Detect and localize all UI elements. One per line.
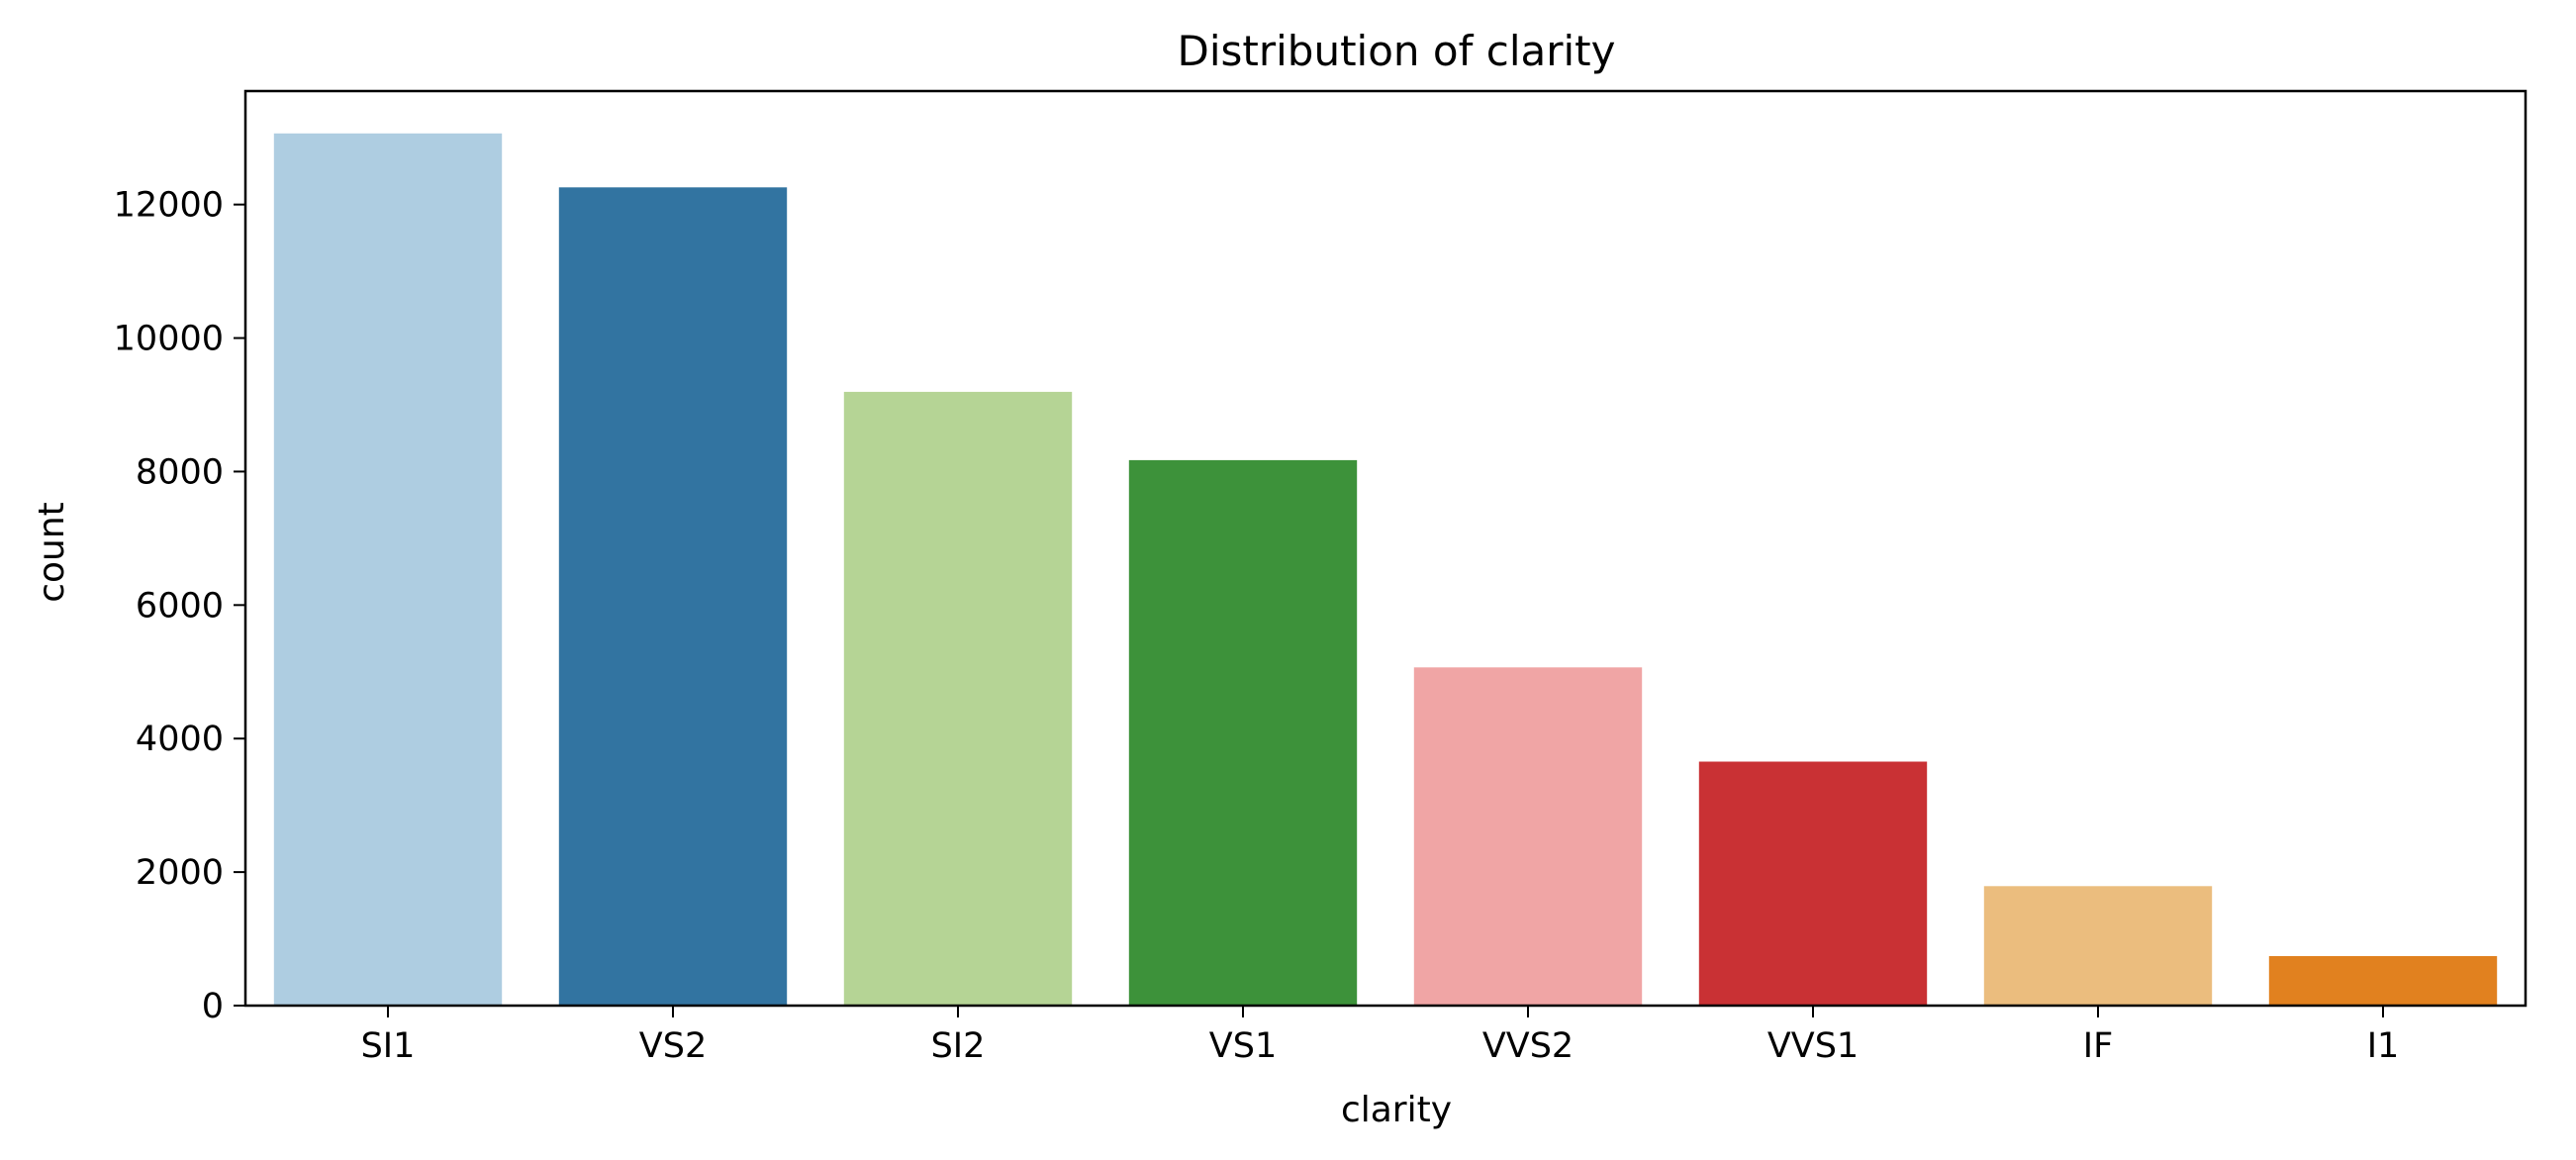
y-axis: 0 2000 4000 6000 8000 10000 12000 [114,186,245,1026]
x-tick-label: IF [2083,1026,2113,1066]
x-tick-label: VVS2 [1482,1026,1574,1066]
bar-si2 [843,391,1073,1006]
bar-if [1983,886,2213,1006]
y-tick-label: 4000 [136,720,224,759]
bars [273,133,2498,1007]
x-tick-label: SI1 [361,1026,416,1066]
x-tick-label: I1 [2367,1026,2400,1066]
bar-vs2 [558,187,788,1007]
bar-vvs2 [1413,667,1643,1006]
bar-vs1 [1128,459,1358,1006]
y-tick-label: 12000 [114,186,224,226]
bar-vvs1 [1698,761,1928,1006]
chart-title: Distribution of clarity [1178,27,1616,75]
x-axis-label: clarity [1341,1090,1452,1130]
plot-frame [243,89,2528,1008]
y-tick-label: 8000 [136,452,224,492]
bar-i1 [2268,956,2498,1006]
x-tick-label: VS1 [1209,1026,1277,1066]
y-tick-label: 0 [202,987,224,1026]
x-axis: SI1 VS2 SI2 VS1 VVS2 VVS1 IF I1 [361,1006,2400,1066]
bar-si1 [273,133,503,1007]
y-tick-label: 6000 [136,586,224,626]
y-tick-label: 2000 [136,853,224,893]
x-tick-label: VS2 [639,1026,707,1066]
y-axis-label: count [32,502,72,603]
x-tick-label: VVS1 [1767,1026,1859,1066]
y-tick-label: 10000 [114,320,224,359]
x-tick-label: SI2 [931,1026,986,1066]
